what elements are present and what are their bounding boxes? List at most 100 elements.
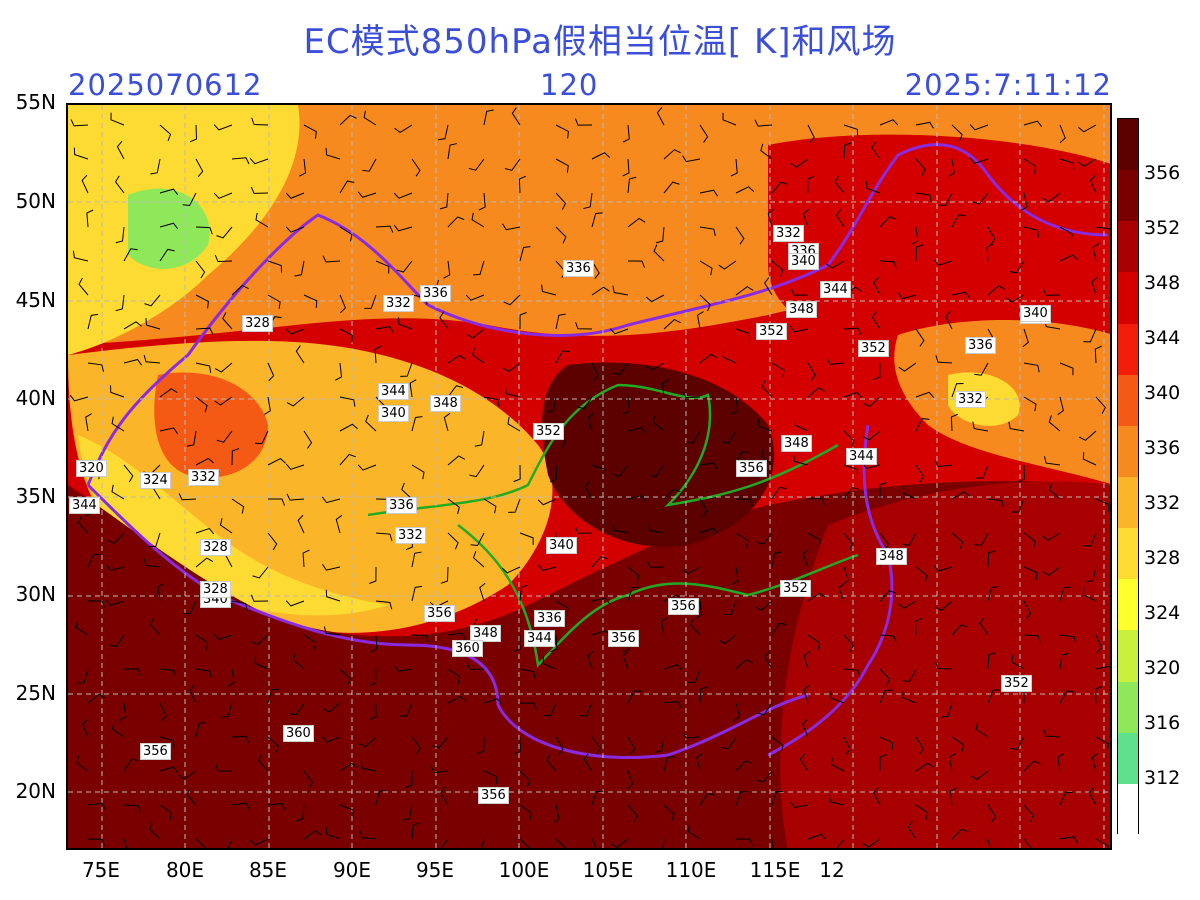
wind-barb <box>189 124 198 143</box>
wind-barb <box>339 668 351 686</box>
wind-barb <box>123 248 138 262</box>
wind-barb <box>591 286 610 296</box>
wind-barb <box>663 804 675 822</box>
wind-barb <box>555 350 570 364</box>
yangtze-river <box>457 524 859 668</box>
contour-label-336-d: 336 <box>965 337 996 354</box>
wind-barb <box>231 284 249 296</box>
wind-barb <box>879 119 899 126</box>
contour-label-336-e: 336 <box>386 497 417 514</box>
wind-barb <box>555 736 564 755</box>
wind-barb <box>1059 791 1073 806</box>
wind-barb <box>574 118 593 126</box>
wind-barb <box>754 119 773 127</box>
wind-barb <box>935 355 953 364</box>
wind-barb <box>915 121 934 129</box>
colorbar-label-344: 344 <box>1144 327 1181 349</box>
wind-barb <box>915 617 923 636</box>
wind-barb <box>756 532 773 545</box>
wind-barb <box>286 396 305 407</box>
wind-barb <box>879 754 887 772</box>
contour-label-348-a: 348 <box>786 301 817 318</box>
wind-barb <box>579 702 593 717</box>
wind-barb <box>1091 276 1098 296</box>
wind-barb <box>302 549 310 568</box>
wind-barb <box>583 753 593 772</box>
wind-barb <box>735 659 753 670</box>
wind-barb <box>375 225 394 233</box>
wind-barb <box>440 566 449 584</box>
wind-barb <box>543 702 557 717</box>
wind-barb <box>159 804 173 820</box>
contour-label-328-c: 328 <box>200 581 231 598</box>
wind-barb <box>803 684 810 704</box>
wind-barb <box>87 838 105 846</box>
wind-barb <box>907 821 917 840</box>
wind-barb <box>339 423 358 432</box>
wind-barb <box>915 736 924 755</box>
wind-barb <box>1023 760 1041 772</box>
wind-barb <box>519 312 527 330</box>
wind-barb <box>409 379 417 398</box>
wind-barb <box>303 634 317 650</box>
colorbar-label-320: 320 <box>1144 657 1181 679</box>
wind-barb <box>987 652 996 670</box>
wind-barb <box>790 158 809 168</box>
coastline <box>767 424 894 757</box>
contour-label-352-b: 352 <box>858 340 889 357</box>
wind-barb <box>574 526 593 534</box>
contour-label-344-a: 344 <box>820 281 851 298</box>
wind-barb <box>123 321 142 330</box>
wind-barb <box>575 322 593 330</box>
wind-barb <box>326 827 341 840</box>
contour-label-352-d: 352 <box>780 580 811 597</box>
wind-barb <box>949 787 957 806</box>
wind-barb <box>879 668 891 686</box>
wind-barb <box>447 455 466 466</box>
wind-barb <box>362 158 377 172</box>
wind-barb <box>902 668 917 682</box>
wind-barb <box>699 189 718 197</box>
wind-barb <box>323 626 341 636</box>
contour-label-320: 320 <box>76 460 107 477</box>
wind-barb <box>110 385 125 398</box>
wind-barb <box>150 158 161 175</box>
contour-label-356-d: 356 <box>668 598 699 615</box>
wind-barb <box>987 689 1001 704</box>
wind-barb <box>107 532 125 544</box>
wind-barb <box>735 328 751 341</box>
contour-label-348-b: 348 <box>430 395 461 412</box>
wind-barb <box>285 192 305 199</box>
wind-barb <box>267 532 278 551</box>
wind-barb <box>439 192 449 210</box>
wind-barb <box>216 226 233 239</box>
wind-barb <box>799 753 809 772</box>
wind-barb <box>1023 600 1032 619</box>
field-plateau-yellow <box>78 435 388 616</box>
wind-barb <box>303 124 317 139</box>
wind-barb <box>790 801 809 809</box>
wind-barb <box>767 208 775 228</box>
wind-barb <box>915 418 930 432</box>
wind-barb <box>321 496 341 504</box>
graticule <box>68 105 1110 848</box>
wind-barb <box>447 668 461 684</box>
wind-barb <box>1023 226 1040 238</box>
wind-barb <box>612 523 629 534</box>
wind-barb <box>222 312 233 330</box>
wind-barb <box>478 192 486 211</box>
wind-barb <box>375 600 393 610</box>
wind-barb <box>771 486 787 500</box>
wind-barb <box>267 688 280 704</box>
wind-barb <box>447 354 466 364</box>
wind-barb <box>627 690 642 704</box>
wind-barb <box>722 112 737 126</box>
wind-barb <box>1057 753 1065 772</box>
wind-barb <box>987 586 999 602</box>
wind-barb <box>365 414 377 432</box>
wind-barb <box>699 527 719 534</box>
wind-barb <box>687 824 701 840</box>
wind-barb <box>826 357 845 365</box>
wind-barb <box>1059 362 1074 376</box>
field-north-green <box>128 188 210 269</box>
